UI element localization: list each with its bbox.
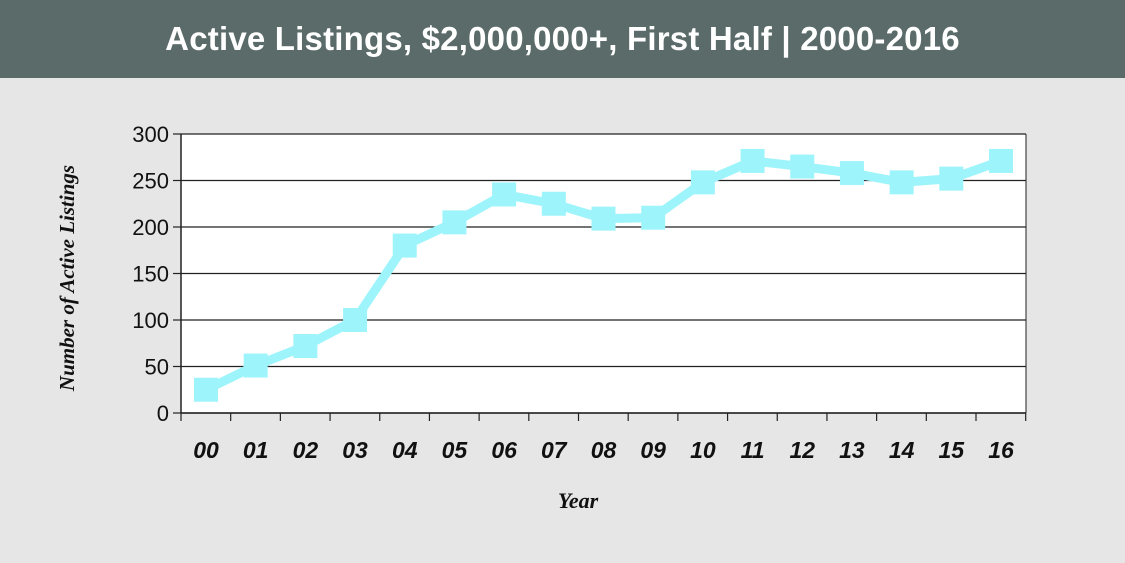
x-tick-label: 00 <box>193 437 219 463</box>
data-point-marker <box>492 182 517 207</box>
y-tick-label: 0 <box>157 401 169 426</box>
x-axis: 00 01 02 03 04 05 06 07 08 09 10 11 12 13 14 15 16 <box>180 412 1027 463</box>
x-tick-label: 13 <box>839 437 865 463</box>
y-tick-label: 250 <box>132 169 169 194</box>
data-point-marker <box>939 166 964 191</box>
series-line <box>194 148 1013 402</box>
x-tick-label: 11 <box>741 437 765 463</box>
chart-header: Active Listings, $2,000,000+, First Half… <box>0 0 1125 78</box>
x-tick-label: 16 <box>988 437 1014 463</box>
x-tick-label: 04 <box>392 437 418 463</box>
x-tick-label: 14 <box>889 437 915 463</box>
y-tick-label: 200 <box>132 215 169 240</box>
data-point-marker <box>541 191 566 216</box>
x-tick-label: 15 <box>939 437 966 463</box>
data-point-marker <box>790 154 815 179</box>
y-axis: 0 50 100 150 200 250 300 <box>132 122 1027 426</box>
x-tick-label: 02 <box>293 437 319 463</box>
data-point-marker <box>392 233 417 258</box>
x-tick-label: 06 <box>491 437 517 463</box>
chart-title: Active Listings, $2,000,000+, First Half… <box>165 20 960 57</box>
data-point-marker <box>641 205 666 230</box>
y-tick-label: 300 <box>132 122 169 147</box>
x-tick-label: 09 <box>640 437 666 463</box>
x-tick-label: 03 <box>342 437 368 463</box>
x-tick-label: 12 <box>789 437 815 463</box>
data-point-marker <box>989 148 1013 173</box>
data-point-marker <box>690 170 715 195</box>
data-point-marker <box>591 206 616 231</box>
data-point-marker <box>740 148 765 173</box>
x-tick-label: 05 <box>442 437 469 463</box>
x-tick-label: 07 <box>541 437 568 463</box>
data-point-marker <box>889 170 914 195</box>
y-tick-label: 50 <box>145 355 169 380</box>
x-tick-label: 10 <box>690 437 716 463</box>
data-point-marker <box>839 161 864 186</box>
x-axis-label: Year <box>558 488 599 513</box>
y-tick-label: 150 <box>132 262 169 287</box>
data-point-marker <box>442 210 467 235</box>
x-tick-label: 01 <box>243 437 269 463</box>
x-tick-label: 08 <box>591 437 617 463</box>
y-axis-label: Number of Active Listings <box>55 165 79 392</box>
data-point-marker <box>194 377 218 402</box>
data-point-marker <box>343 308 368 332</box>
data-point-marker <box>243 353 268 378</box>
data-point-marker <box>293 334 318 359</box>
y-tick-label: 100 <box>132 308 169 333</box>
